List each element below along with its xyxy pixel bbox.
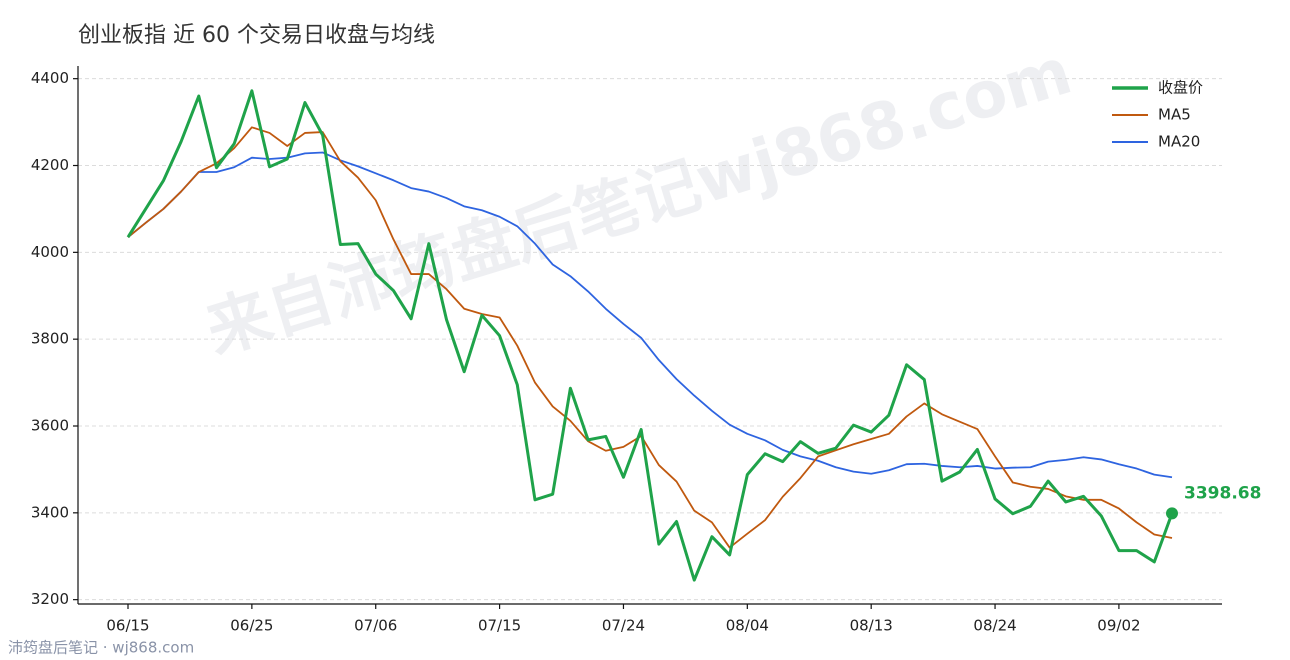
x-tick-label: 07/24 [602,617,645,635]
x-tick-label: 06/25 [230,617,273,635]
x-tick-label: 07/06 [354,617,397,635]
x-tick-label: 08/04 [726,617,769,635]
x-tick-label: 07/15 [478,617,521,635]
footer: 沛筠盘后笔记 · wj868.com [8,639,194,657]
last-value-label: 3398.68 [1184,483,1261,503]
y-tick-label: 3400 [31,503,69,521]
y-tick-label: 3600 [31,417,69,435]
x-tick-label: 09/02 [1097,617,1140,635]
line [126,89,1174,582]
y-tick-label: 4200 [31,156,69,174]
legend-label: MA20 [1158,133,1200,151]
y-tick-label: 3200 [31,590,69,608]
legend-label: MA5 [1158,106,1191,124]
x-tick-label: 08/13 [850,617,893,635]
chart-title: 创业板指 近 60 个交易日收盘与均线 [78,23,435,48]
last-point [1166,507,1178,520]
line [127,151,1173,479]
legend-label: 收盘价 [1158,79,1203,97]
y-tick-label: 3800 [31,330,69,348]
line [127,126,1173,549]
watermark: 来自沛筠盘后笔记wj868.com [198,35,1080,369]
x-tick-label: 06/15 [106,617,149,635]
x-tick-label: 08/24 [973,617,1016,635]
y-tick-label: 4000 [31,243,69,261]
y-tick-label: 4400 [31,69,69,87]
